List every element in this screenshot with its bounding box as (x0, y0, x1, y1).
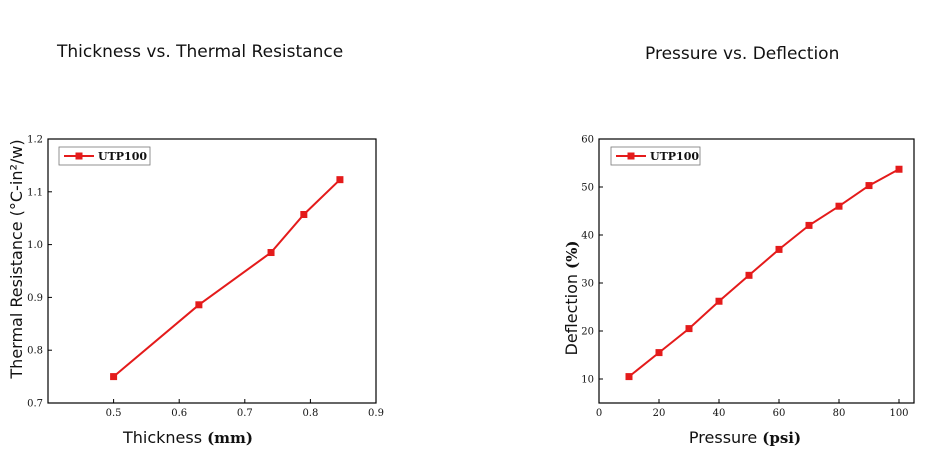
chart-1-y-tick-label: 1.2 (27, 135, 43, 146)
chart-1-x-tick-label: 0.8 (302, 408, 318, 419)
chart-2-y-tick-label: 30 (581, 279, 594, 290)
chart-2-y-axis-label: Deflection (562, 274, 581, 356)
chart-1-y-tick-label: 0.9 (27, 293, 43, 304)
chart-2-x-tick-label: 80 (833, 408, 846, 419)
chart-1-legend: UTP100 (58, 146, 151, 166)
chart-1-data-point (267, 249, 275, 257)
chart-2-y-axis-unit: (%) (563, 241, 581, 269)
chart-1-x-ticks: 0.5 0.6 0.7 0.8 0.9 (106, 399, 384, 419)
chart-2-x-axis-label: Pressure (689, 428, 757, 447)
chart-1-y-ticks: 0.7 0.8 0.9 1.0 1.1 1.2 (27, 135, 52, 410)
chart-1-data-point (336, 176, 344, 184)
chart-1-series (110, 176, 344, 381)
chart-2-title: Pressure vs. Deflection (645, 44, 840, 64)
chart-2-y-axis-title: Deflection (%) (562, 241, 581, 356)
chart-1-data-point (195, 301, 203, 309)
chart-1-title: Thickness vs. Thermal Resistance (57, 42, 344, 62)
chart-1-y-tick-label: 0.8 (27, 346, 43, 357)
chart-1-y-tick-label: 1.1 (27, 187, 43, 198)
chart-2-data-point (865, 182, 873, 190)
chart-2-x-tick-label: 40 (713, 408, 726, 419)
chart-1-y-axis-title: Thermal Resistance (°C-in²/w) (7, 139, 26, 379)
chart-1-plot-frame (47, 138, 377, 404)
chart-2-legend-label: UTP100 (650, 150, 699, 163)
chart-2-y-tick-label: 60 (581, 135, 594, 146)
chart-1-x-axis-title: Thickness (mm) (122, 428, 253, 447)
chart-2-data-point (625, 373, 633, 381)
chart-2-x-axis-unit: (psi) (762, 429, 801, 447)
chart-1-x-tick-label: 0.7 (237, 408, 253, 419)
chart-2-x-tick-label: 100 (889, 408, 908, 419)
chart-1-y-tick-label: 1.0 (27, 240, 43, 251)
chart-2-data-point (895, 165, 903, 173)
chart-1-x-tick-label: 0.6 (171, 408, 187, 419)
chart-1-data-point (110, 373, 118, 381)
chart-1-legend-label: UTP100 (98, 150, 147, 163)
chart-1: 0.5 0.6 0.7 0.8 0.9 0.7 0.8 0.9 1.0 1.1 1.2 UTP10… (7, 135, 384, 448)
chart-2-y-tick-label: 40 (581, 231, 594, 242)
chart-2-y-tick-label: 20 (581, 327, 594, 338)
chart-2-data-point (715, 297, 723, 305)
chart-2-legend-marker (627, 152, 635, 160)
chart-2-x-tick-label: 20 (653, 408, 666, 419)
chart-2-series-line (628, 168, 900, 378)
chart-2-data-point (745, 271, 753, 279)
chart-2: 0 20 40 60 80 100 10 20 30 40 50 60 UTP100 Pressur… (562, 135, 915, 447)
chart-2-y-ticks: 10 20 30 40 50 60 (581, 135, 603, 386)
chart-2-x-axis-title: Pressure (psi) (689, 428, 801, 447)
chart-1-y-tick-label: 0.7 (27, 399, 43, 410)
chart-1-x-tick-label: 0.5 (106, 408, 122, 419)
chart-1-legend-box (58, 146, 151, 166)
chart-2-y-tick-label: 10 (581, 375, 594, 386)
chart-2-x-tick-label: 60 (773, 408, 786, 419)
chart-1-data-point (300, 211, 308, 219)
chart-2-data-point (775, 245, 783, 253)
chart-2-data-point (805, 221, 813, 229)
chart-2-legend-box (610, 146, 701, 166)
chart-1-series-line (112, 178, 341, 378)
chart-2-x-ticks: 0 20 40 60 80 100 (596, 399, 909, 419)
chart-2-y-tick-label: 50 (581, 183, 594, 194)
chart-1-x-axis-unit: (mm) (207, 429, 253, 447)
chart-2-data-point (835, 202, 843, 210)
chart-2-data-point (655, 349, 663, 357)
chart-1-x-axis-label: Thickness (122, 428, 202, 447)
chart-2-data-point (685, 325, 693, 333)
chart-2-series (625, 165, 903, 381)
chart-2-x-tick-label: 0 (596, 408, 602, 419)
chart-2-legend: UTP100 (610, 146, 701, 166)
chart-1-x-tick-label: 0.9 (368, 408, 384, 419)
chart-1-legend-marker (75, 152, 83, 160)
chart-2-plot-frame (598, 138, 915, 404)
